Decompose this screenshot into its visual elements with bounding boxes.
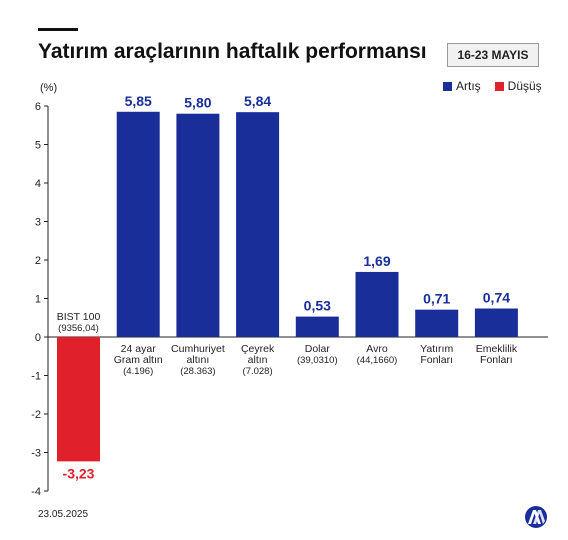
bar-value-label: 1,69 (363, 253, 390, 269)
y-tick-label: 3 (35, 217, 41, 229)
category-label: Fonları (480, 354, 513, 366)
y-tick-label: -4 (31, 486, 41, 498)
bar (474, 308, 518, 337)
chart-legend: Artış Düşüş (443, 79, 542, 93)
category-label: (4.196) (123, 366, 153, 377)
date-range-badge: 16-23 MAYIS (447, 43, 539, 67)
bar (116, 111, 160, 338)
category-label: Emeklilik (476, 343, 518, 355)
bar-value-label: 5,84 (244, 93, 271, 109)
page-title: Yatırım araçlarının haftalık performansı (38, 40, 427, 63)
publish-date: 23.05.2025 (38, 509, 89, 520)
category-label: Dolar (305, 343, 331, 355)
y-tick-label: -1 (31, 371, 41, 383)
legend-label-increase: Artış (456, 79, 481, 93)
category-label: BIST 100 (57, 311, 101, 323)
bar (176, 113, 220, 337)
legend-swatch-decrease (494, 81, 504, 91)
y-tick-label: 5 (35, 140, 41, 152)
category-label: (28.363) (180, 366, 215, 377)
legend-label-decrease: Düşüş (507, 79, 542, 93)
legend-item-decrease: Düşüş (494, 79, 542, 93)
category-label: Yatırım (420, 343, 453, 355)
category-label: (44,1660) (357, 355, 398, 366)
legend-item-increase: Artış (443, 79, 481, 93)
bar-value-label: 0,53 (304, 298, 331, 314)
legend-swatch-increase (443, 81, 452, 91)
title-accent-bar (38, 28, 78, 31)
y-tick-label: 2 (35, 255, 41, 267)
y-tick-label: -2 (31, 409, 41, 421)
category-label: 24 ayar (121, 343, 157, 355)
bar-value-label: -3,23 (63, 465, 95, 481)
y-tick-label: -3 (31, 448, 41, 460)
y-tick-label: 6 (35, 101, 41, 113)
y-axis-unit-label: (%) (40, 82, 58, 94)
category-label: Cumhuriyet (171, 343, 225, 355)
y-tick-label: 1 (35, 294, 41, 306)
y-tick-label: 0 (35, 332, 41, 344)
category-label: (9356,04) (58, 323, 99, 334)
bar-value-label: 0,74 (483, 290, 510, 306)
category-label: (7.028) (243, 366, 273, 377)
bar (415, 309, 459, 337)
category-label: altın (248, 354, 268, 366)
category-label: altını (187, 354, 210, 366)
bar (57, 337, 100, 462)
category-label: Gram altın (114, 354, 163, 366)
aa-logo-icon (525, 506, 547, 528)
category-label: Çeyrek (241, 343, 275, 355)
bar (355, 271, 399, 337)
bar (236, 112, 280, 337)
category-label: Fonları (420, 354, 453, 366)
bar-value-label: 5,80 (184, 95, 211, 111)
bar-value-label: 0,71 (423, 291, 450, 307)
category-label: Avro (366, 343, 388, 355)
bar (295, 316, 339, 337)
bar-value-label: 5,85 (125, 93, 152, 109)
y-tick-label: 4 (35, 178, 41, 190)
category-label: (39,0310) (297, 355, 338, 366)
